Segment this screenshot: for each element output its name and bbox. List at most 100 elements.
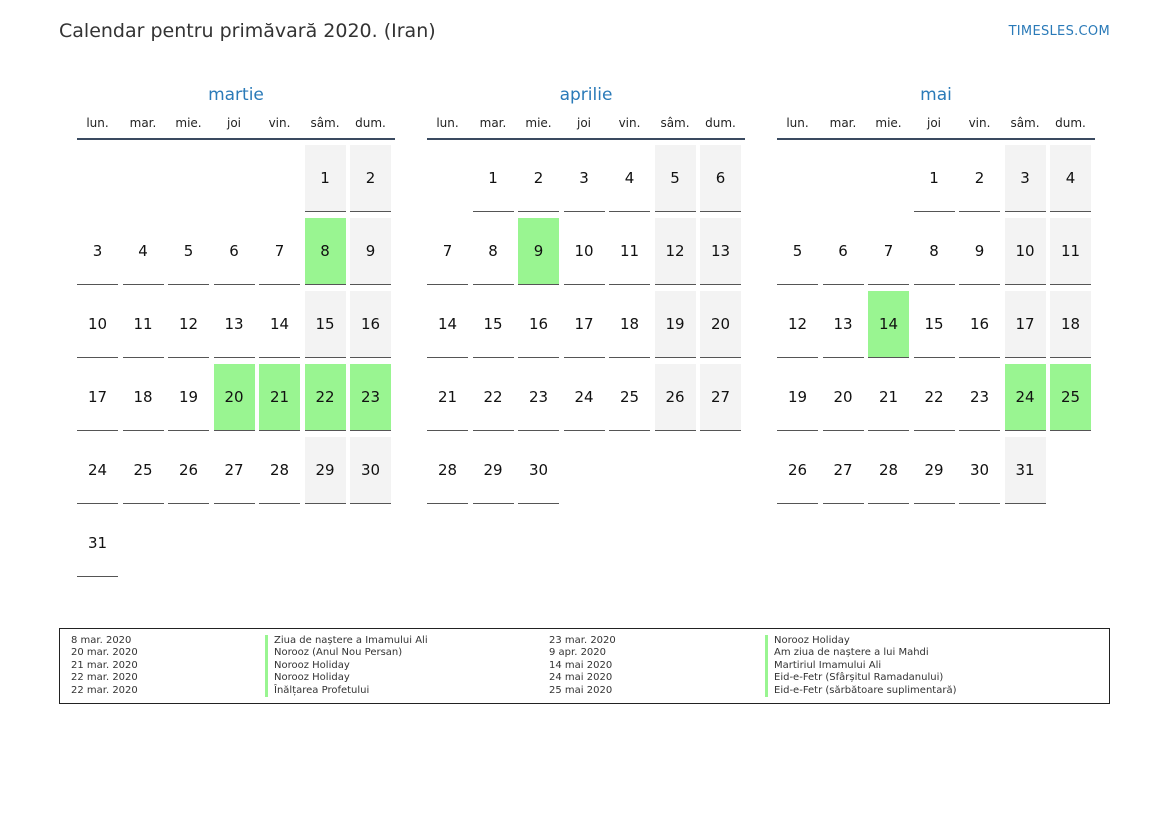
day-cell: 11 <box>609 218 650 285</box>
day-cell: 10 <box>563 218 605 285</box>
day-cell: 19 <box>777 364 818 431</box>
day-cell: 12 <box>777 291 818 358</box>
day-cell: 14 <box>259 291 300 358</box>
weekday-label: mar. <box>479 116 507 130</box>
day-grid: 1 2 3 4 5 6 7 8 9 10 11 12 13 14 15 16 17 18 19 20 21 22 23 24 2… <box>777 140 1095 580</box>
legend-holiday-name: Norooz Holiday <box>765 635 956 648</box>
day-cell: 6 <box>213 218 255 285</box>
day-cell: 7 <box>259 218 300 285</box>
legend-date: 21 mar. 2020 <box>71 659 138 671</box>
legend-date: 9 apr. 2020 <box>549 647 607 659</box>
legend-date: 22 mar. 2020 <box>71 672 138 684</box>
day-cell: 27 <box>213 437 255 504</box>
day-cell: 28 <box>868 437 909 504</box>
day-cell: 31 <box>77 510 118 577</box>
day-cell: 26 <box>654 364 696 431</box>
legend-date: 14 mai 2020 <box>549 659 613 671</box>
day-cell: 2 <box>350 145 391 212</box>
day-cell: 14 <box>427 291 468 358</box>
day-cell: 24 <box>77 437 118 504</box>
day-cell: 30 <box>518 437 559 504</box>
legend-date: 23 mar. 2020 <box>549 635 616 646</box>
day-cell: 8 <box>913 218 955 285</box>
legend-holiday-name: Eid-e-Fetr (Sfârșitul Ramadanului) <box>765 672 956 685</box>
day-cell: 12 <box>654 218 696 285</box>
legend-holiday-name: Ziua de naștere a Imamului Ali <box>265 635 428 648</box>
day-cell: 9 <box>959 218 1000 285</box>
weekday-header: lun. mar. mie. joi vin. sâm. dum. <box>777 114 1095 140</box>
day-cell-holiday: 14 <box>868 291 909 358</box>
day-cell: 9 <box>350 218 391 285</box>
day-cell: 19 <box>168 364 209 431</box>
day-cell: 5 <box>654 145 696 212</box>
weekday-label: mar. <box>829 116 857 130</box>
day-cell-holiday: 21 <box>259 364 300 431</box>
day-cell: 11 <box>122 291 164 358</box>
day-cell: 30 <box>959 437 1000 504</box>
day-cell: 3 <box>1004 145 1046 212</box>
weekday-label: vin. <box>968 116 991 130</box>
day-cell: 22 <box>913 364 955 431</box>
legend-date: 8 mar. 2020 <box>71 635 132 646</box>
holiday-legend: 8 mar. 2020 20 mar. 2020 21 mar. 2020 22… <box>59 628 1110 704</box>
brand-link[interactable]: TIMESLES.COM <box>1008 24 1110 39</box>
day-cell: 17 <box>77 364 118 431</box>
day-cell: 26 <box>168 437 209 504</box>
day-cell: 24 <box>563 364 605 431</box>
day-cell: 13 <box>822 291 864 358</box>
day-cell-holiday: 25 <box>1050 364 1091 431</box>
legend-date: 20 mar. 2020 <box>71 647 138 659</box>
day-cell: 8 <box>472 218 514 285</box>
day-cell: 13 <box>213 291 255 358</box>
day-cell: 18 <box>122 364 164 431</box>
weekday-label: mar. <box>129 116 157 130</box>
day-cell: 1 <box>472 145 514 212</box>
day-cell: 17 <box>1004 291 1046 358</box>
day-cell: 25 <box>122 437 164 504</box>
day-cell: 31 <box>1004 437 1046 504</box>
weekday-label: mie. <box>175 116 202 130</box>
day-cell-holiday: 22 <box>304 364 346 431</box>
legend-date: 25 mai 2020 <box>549 684 613 696</box>
day-cell-holiday: 8 <box>304 218 346 285</box>
day-cell: 4 <box>1050 145 1091 212</box>
weekday-label: dum. <box>705 116 736 130</box>
day-cell: 27 <box>700 364 741 431</box>
weekday-header: lun. mar. mie. joi vin. sâm. dum. <box>77 114 395 140</box>
day-cell: 5 <box>168 218 209 285</box>
weekday-label: joi <box>926 116 941 130</box>
day-cell: 7 <box>868 218 909 285</box>
day-cell: 7 <box>427 218 468 285</box>
day-cell: 2 <box>959 145 1000 212</box>
day-cell: 4 <box>122 218 164 285</box>
day-cell: 26 <box>777 437 818 504</box>
day-cell: 23 <box>959 364 1000 431</box>
day-cell: 17 <box>563 291 605 358</box>
day-cell: 3 <box>77 218 118 285</box>
weekday-label: joi <box>226 116 241 130</box>
day-grid: 1 2 3 4 5 6 7 8 9 10 11 12 13 14 15 16 17 18 19 20 21 22 23 24 2… <box>427 140 745 580</box>
weekday-label: mie. <box>875 116 902 130</box>
legend-names-right: Norooz Holiday Am ziua de naștere a lui … <box>765 635 956 697</box>
page-title: Calendar pentru primăvară 2020. (Iran) <box>59 20 436 42</box>
day-cell: 20 <box>700 291 741 358</box>
day-cell: 28 <box>259 437 300 504</box>
day-cell: 16 <box>959 291 1000 358</box>
day-cell-holiday: 20 <box>213 364 255 431</box>
weekday-label: sâm. <box>660 116 690 130</box>
weekday-label: sâm. <box>1010 116 1040 130</box>
day-cell: 1 <box>304 145 346 212</box>
day-cell-holiday: 24 <box>1004 364 1046 431</box>
day-cell: 15 <box>472 291 514 358</box>
weekday-label: lun. <box>786 116 809 130</box>
day-cell: 10 <box>1004 218 1046 285</box>
weekday-label: joi <box>576 116 591 130</box>
day-cell: 5 <box>777 218 818 285</box>
day-cell: 23 <box>518 364 559 431</box>
day-cell: 1 <box>913 145 955 212</box>
legend-holiday-name: Norooz (Anul Nou Persan) <box>265 647 428 660</box>
day-cell: 20 <box>822 364 864 431</box>
weekday-label: mie. <box>525 116 552 130</box>
